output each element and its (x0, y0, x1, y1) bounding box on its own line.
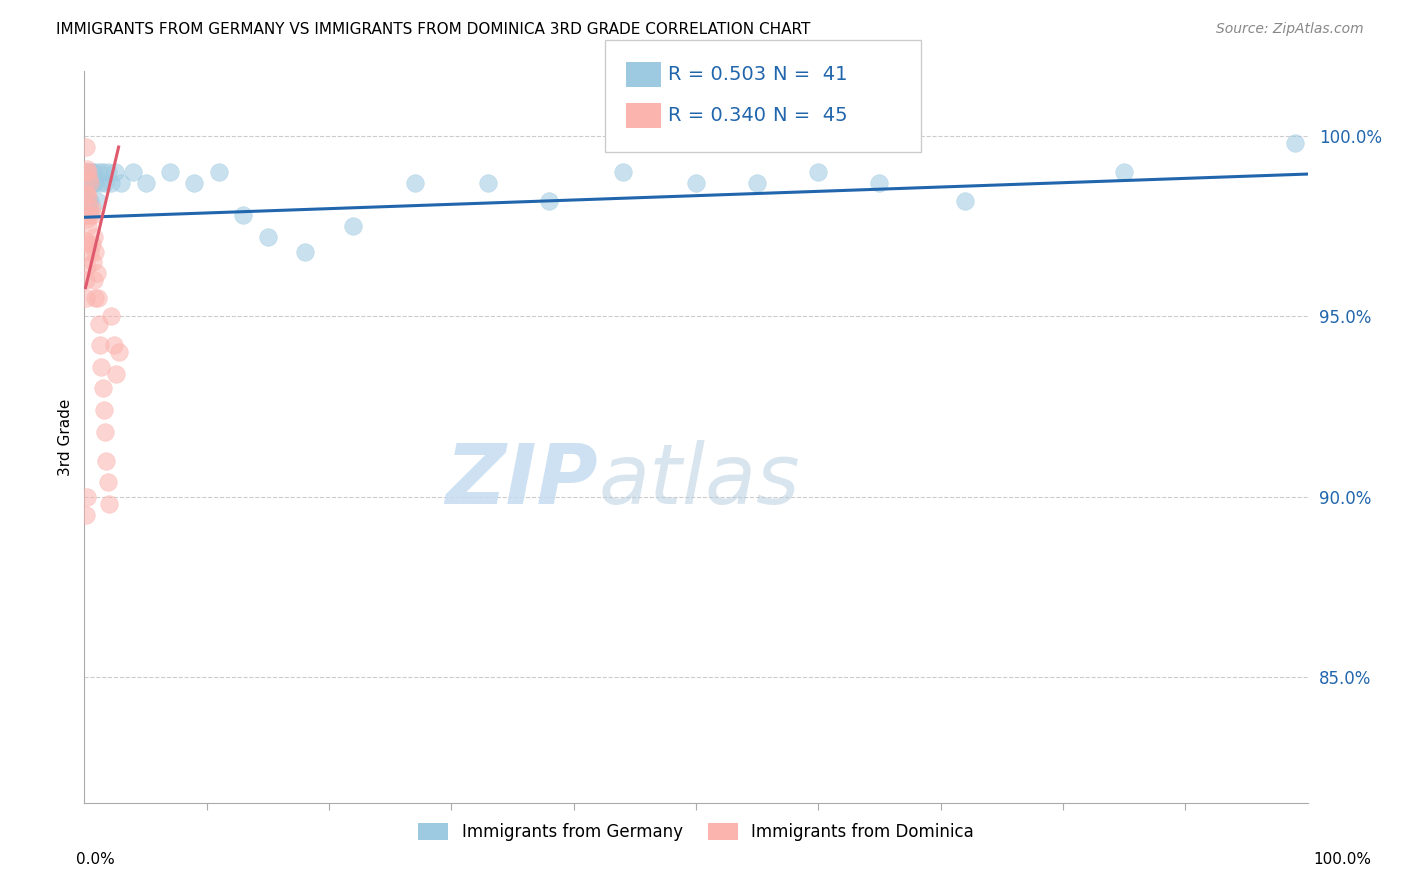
Point (97, 475, 120, 489)
Point (953, 194, 976, 208)
Point (82, 176, 104, 190)
Point (77, 172, 100, 186)
Point (869, 176, 891, 190)
Text: IMMIGRANTS FROM GERMANY VS IMMIGRANTS FROM DOMINICA 3RD GRADE CORRELATION CHART: IMMIGRANTS FROM GERMANY VS IMMIGRANTS FR… (56, 22, 811, 37)
Point (90, 359, 112, 374)
Text: 0.0%: 0.0% (76, 852, 115, 867)
Point (75, 209, 97, 223)
Point (86, 266, 108, 280)
Point (77, 190, 100, 204)
Point (94, 425, 117, 439)
Legend: Immigrants from Germany, Immigrants from Dominica: Immigrants from Germany, Immigrants from… (411, 814, 981, 849)
Point (84, 176, 107, 190)
Point (110, 176, 132, 190)
Point (75, 273, 97, 287)
Point (747, 176, 769, 190)
Point (83, 230, 105, 244)
Point (77, 194, 100, 208)
Point (76, 490, 98, 504)
Point (159, 165, 181, 179)
Text: N =  41: N = 41 (773, 64, 848, 84)
Point (100, 176, 122, 190)
Point (79, 244, 101, 259)
Point (342, 219, 364, 234)
Point (83, 273, 105, 287)
Point (77, 165, 100, 179)
Point (104, 165, 127, 179)
Point (208, 165, 231, 179)
Point (93, 403, 115, 417)
Point (89, 338, 111, 352)
Point (122, 165, 145, 179)
Text: R = 0.503: R = 0.503 (668, 64, 766, 84)
Point (100, 310, 122, 324)
Text: ZIP: ZIP (446, 441, 598, 522)
Point (294, 244, 316, 259)
Point (96, 453, 118, 467)
Y-axis label: 3rd Grade: 3rd Grade (58, 399, 73, 475)
Point (84, 244, 107, 259)
Point (75, 234, 97, 248)
Point (84, 291, 107, 305)
Point (76, 212, 98, 227)
Point (79, 194, 101, 208)
Point (1114, 165, 1136, 179)
Text: 100.0%: 100.0% (1313, 852, 1372, 867)
Point (76, 165, 98, 179)
Point (94, 176, 117, 190)
Point (87, 317, 110, 331)
Point (107, 345, 129, 359)
Point (80, 201, 103, 215)
Point (404, 176, 426, 190)
Point (183, 176, 205, 190)
Point (76, 186, 98, 201)
Text: N =  45: N = 45 (773, 105, 848, 125)
Point (103, 338, 125, 352)
Point (612, 165, 634, 179)
Point (538, 194, 561, 208)
Point (75, 291, 97, 305)
Point (87, 165, 110, 179)
Point (89, 176, 111, 190)
Point (232, 209, 254, 223)
Point (75, 176, 97, 190)
Point (91, 381, 114, 395)
Point (75, 194, 97, 208)
Point (76, 237, 98, 252)
Point (135, 176, 157, 190)
Point (86, 194, 108, 208)
Point (477, 176, 499, 190)
Point (77, 201, 100, 215)
Point (77, 165, 100, 179)
Point (75, 508, 97, 522)
Point (76, 161, 98, 176)
Point (685, 176, 707, 190)
Point (91, 165, 114, 179)
Point (77, 219, 100, 234)
Point (79, 176, 101, 190)
Point (82, 255, 104, 269)
Point (75, 165, 97, 179)
Point (105, 367, 128, 381)
Text: Source: ZipAtlas.com: Source: ZipAtlas.com (1216, 22, 1364, 37)
Point (80, 237, 103, 252)
Text: R = 0.340: R = 0.340 (668, 105, 766, 125)
Point (80, 165, 103, 179)
Point (79, 176, 101, 190)
Point (82, 209, 104, 223)
Point (79, 209, 101, 223)
Point (257, 230, 280, 244)
Point (75, 186, 97, 201)
Point (77, 176, 100, 190)
Point (83, 165, 105, 179)
Point (87, 291, 110, 305)
Text: atlas: atlas (598, 441, 800, 522)
Point (1284, 136, 1306, 151)
Point (807, 165, 830, 179)
Point (97, 165, 120, 179)
Point (97, 497, 120, 511)
Point (76, 259, 98, 273)
Point (75, 140, 97, 154)
